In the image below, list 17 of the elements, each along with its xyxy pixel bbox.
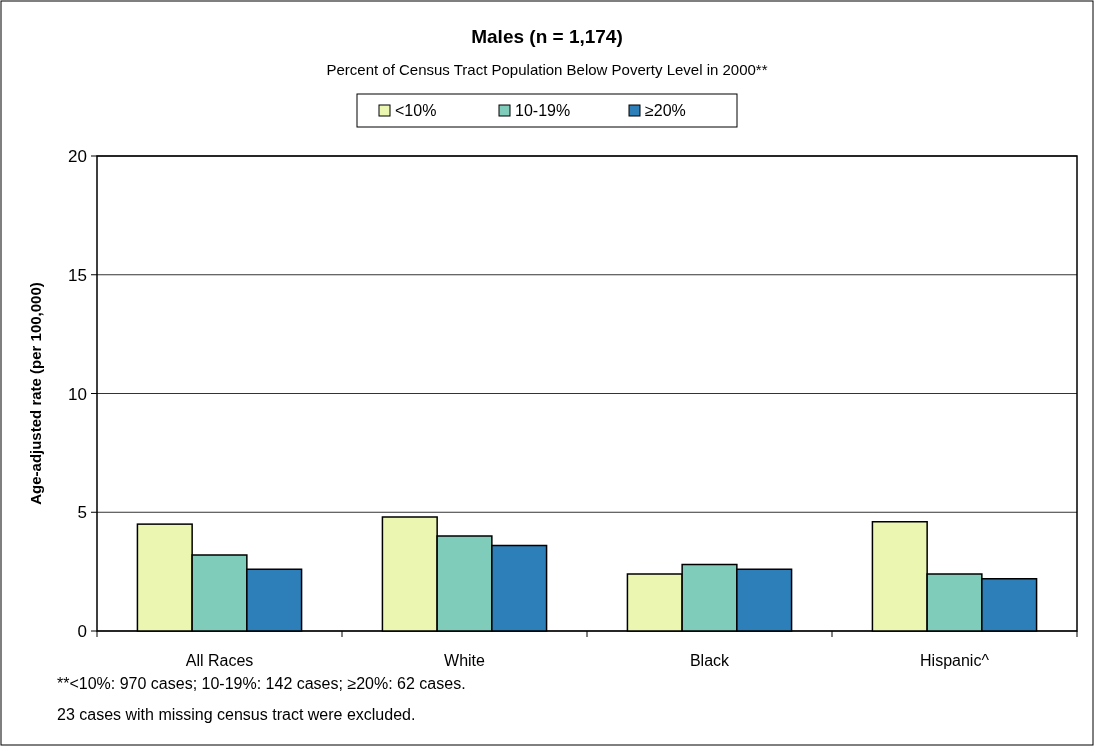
legend-label: 10-19% — [515, 102, 571, 119]
chart-title: Males (n = 1,174) — [471, 26, 623, 47]
y-tick-label: 0 — [77, 622, 87, 641]
x-tick-label: Black — [689, 652, 731, 669]
text: 23 cases with missing census tract were excluded. — [57, 706, 416, 723]
x-tick-label: White — [444, 652, 486, 669]
chart-subtitle: Percent of Census Tract Population Below Poverty Level in 2000** — [326, 61, 768, 78]
x-tick-label: Hispanic^ — [920, 652, 990, 669]
y-axis-title: Age-adjusted rate (per 100,000) — [27, 282, 44, 505]
y-tick-label: 10 — [68, 384, 87, 404]
text: **<10%: 970 cases; 10-19%: 142 cases; ≥20%: 62 cases. — [57, 675, 466, 692]
y-tick-label: 5 — [77, 503, 87, 523]
legend-label: <10% — [395, 102, 437, 119]
legend-label: ≥20% — [645, 102, 686, 119]
x-tick-label: All Races — [185, 652, 254, 669]
y-tick-label: 15 — [68, 265, 87, 285]
y-tick-label: 20 — [68, 147, 87, 166]
